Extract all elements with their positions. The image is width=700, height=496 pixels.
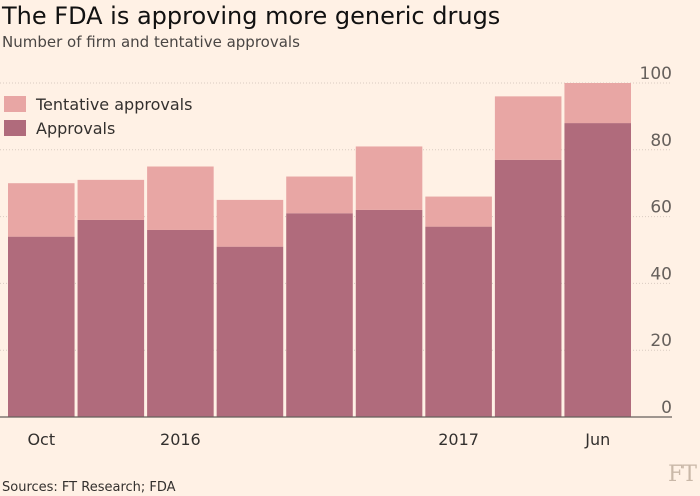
bar-tentative — [355, 146, 423, 210]
bar-approvals — [8, 236, 75, 417]
y-tick-label: 0 — [661, 398, 672, 418]
legend-label: Approvals — [36, 119, 115, 138]
stacked-bar-chart: 0 20 40 60 80 100 Oct 2016 2017 Jun Tentative app… — [0, 64, 672, 449]
chart-subtitle: Number of firm and tentative approvals — [2, 33, 300, 51]
legend-swatch — [4, 120, 26, 136]
bar-approvals — [494, 159, 562, 417]
y-tick-label: 80 — [650, 131, 672, 151]
bar-tentative — [77, 179, 145, 220]
legend-label: Tentative approvals — [35, 95, 192, 114]
bar-approvals — [77, 219, 145, 417]
y-tick-label: 40 — [650, 264, 672, 284]
bar-tentative — [564, 83, 631, 124]
bar-tentative — [494, 96, 562, 160]
y-tick-label: 60 — [650, 198, 672, 218]
chart-title: The FDA is approving more generic drugs — [2, 2, 501, 30]
bar-tentative — [216, 199, 284, 247]
bar-tentative — [425, 196, 492, 227]
x-tick-label: 2016 — [160, 430, 201, 449]
bar-tentative — [286, 176, 353, 214]
bar-approvals — [355, 209, 423, 417]
ft-logo: FT — [668, 462, 697, 487]
bar-approvals — [564, 123, 631, 417]
y-tick-label: 100 — [640, 64, 672, 84]
legend-swatch — [4, 96, 26, 112]
bar-tentative — [8, 183, 75, 237]
x-tick-label: Oct — [27, 430, 55, 449]
bar-approvals — [216, 246, 284, 417]
axes: 0 20 40 60 80 100 Oct 2016 2017 Jun — [0, 64, 672, 449]
bar-approvals — [425, 226, 492, 417]
y-tick-label: 20 — [650, 331, 672, 351]
bars — [8, 83, 631, 417]
bar-approvals — [147, 229, 214, 417]
x-tick-label: Jun — [584, 430, 610, 449]
source-note: Sources: FT Research; FDA — [2, 480, 176, 495]
x-tick-label: 2017 — [438, 430, 479, 449]
bar-tentative — [147, 166, 214, 230]
bar-approvals — [286, 213, 353, 417]
legend: Tentative approvals Approvals — [4, 95, 192, 138]
